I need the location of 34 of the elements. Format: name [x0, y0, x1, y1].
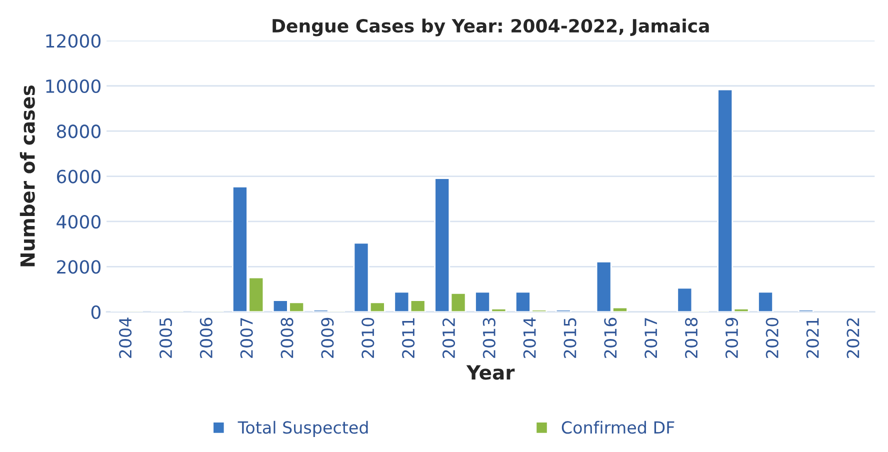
x-tick-label: 2006: [200, 318, 212, 358]
x-tick-label: 2005: [159, 318, 172, 358]
legend-label: Confirmed DF: [562, 420, 674, 434]
x-tick-label: 2014: [523, 318, 536, 358]
x-tick-label: 2013: [482, 318, 496, 358]
y-axis-title: Number of cases: [20, 85, 35, 266]
y-tick-label: 12000: [46, 34, 100, 48]
y-tick-label: 2000: [57, 260, 100, 274]
x-tick-label: 2008: [280, 318, 294, 358]
bar: [758, 291, 774, 312]
bar: [555, 309, 572, 312]
y-tick-label: 4000: [56, 214, 100, 229]
x-tick-label: 2009: [321, 318, 334, 358]
legend-label: Total Suspected: [238, 420, 368, 437]
y-tick-label: 10000: [46, 79, 100, 93]
y-tick-label: 6000: [57, 170, 100, 184]
chart-title: Dengue Cases by Year: 2004-2022, Jamaica: [272, 18, 709, 36]
x-axis-title: Year: [466, 365, 515, 380]
x-tick-label: 2004: [119, 318, 132, 358]
x-tick-label: 2012: [442, 318, 456, 358]
x-tick-label: 2022: [846, 318, 860, 358]
bar: [798, 309, 814, 312]
x-tick-label: 2019: [725, 318, 738, 358]
x-tick-label: 2011: [402, 318, 415, 358]
x-tick-label: 2016: [604, 318, 617, 358]
y-tick-label: 8000: [56, 124, 100, 138]
x-tick-label: 2021: [806, 318, 819, 358]
x-tick-label: 2007: [240, 318, 253, 358]
x-tick-label: 2017: [644, 318, 658, 358]
x-tick-label: 2020: [766, 318, 778, 358]
x-tick-label: 2018: [684, 318, 698, 358]
x-tick-label: 2015: [564, 318, 576, 358]
x-tick-label: 2010: [362, 318, 374, 358]
y-tick-label: 0: [91, 305, 100, 319]
